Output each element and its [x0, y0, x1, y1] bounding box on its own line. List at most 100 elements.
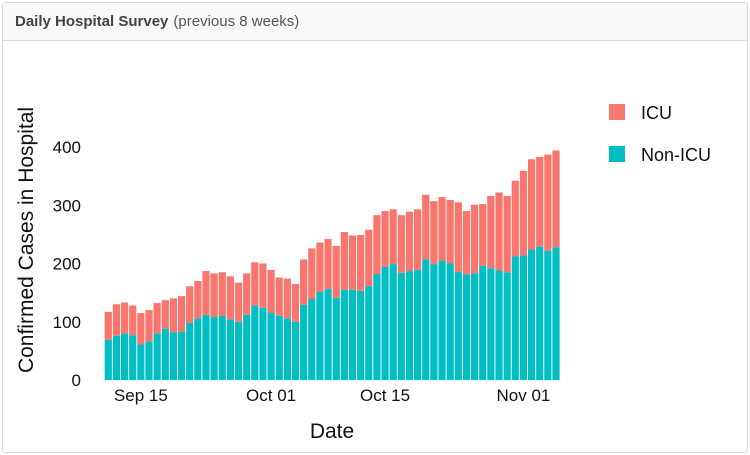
bar-non-icu	[397, 272, 405, 380]
bar-icu	[552, 150, 560, 248]
bar-icu	[308, 248, 316, 300]
bar-icu	[332, 246, 340, 298]
bar-icu	[511, 180, 519, 257]
bar-non-icu	[120, 333, 129, 380]
bar-icu	[495, 192, 503, 271]
bar-non-icu	[544, 250, 552, 380]
bar-icu	[479, 204, 487, 266]
bar-icu	[405, 211, 414, 272]
bar-icu	[381, 211, 389, 267]
bar-icu	[357, 234, 365, 291]
y-tick-label: 0	[72, 371, 81, 390]
bar-non-icu	[218, 315, 226, 380]
bar-non-icu	[243, 314, 251, 380]
bar-non-icu	[202, 314, 210, 380]
y-tick-label: 200	[53, 255, 81, 274]
x-axis-title: Date	[310, 420, 354, 443]
bar-non-icu	[300, 304, 308, 380]
bar-icu	[536, 156, 544, 247]
card-subtitle: (previous 8 weeks)	[173, 13, 300, 30]
bar-icu	[348, 235, 357, 290]
bar-icu	[251, 262, 259, 306]
bar-icu	[324, 239, 332, 290]
bar-non-icu	[186, 322, 194, 380]
y-tick-label: 400	[53, 138, 81, 157]
bar-non-icu	[324, 289, 332, 380]
bar-non-icu	[527, 249, 536, 380]
bar-icu	[267, 269, 275, 313]
bar-non-icu	[259, 307, 267, 380]
x-tick-label: Nov 01	[497, 386, 551, 405]
bar-non-icu	[405, 271, 414, 380]
bar-icu	[194, 280, 202, 319]
bar-non-icu	[210, 317, 218, 380]
bar-icu	[234, 282, 243, 322]
bar-icu	[137, 313, 145, 345]
bar-icu	[503, 195, 511, 273]
bar-non-icu	[471, 273, 479, 380]
bar-non-icu	[511, 256, 519, 380]
legend-swatch-icu	[609, 104, 625, 120]
legend-label: ICU	[641, 103, 672, 123]
bar-icu	[365, 229, 373, 287]
bar-non-icu	[316, 292, 324, 380]
bar-non-icu	[503, 272, 511, 380]
bar-icu	[430, 201, 438, 265]
bar-non-icu	[479, 265, 487, 380]
bar-non-icu	[438, 260, 446, 380]
legend: ICU Non-ICU	[609, 103, 711, 165]
bar-non-icu	[129, 335, 137, 380]
bar-non-icu	[536, 246, 544, 380]
bar-icu	[186, 286, 194, 323]
bar-icu	[153, 303, 161, 334]
bar-icu	[129, 305, 137, 336]
bar-icu	[389, 209, 397, 265]
bar-non-icu	[112, 335, 121, 380]
bar-icu	[519, 170, 528, 256]
bar-non-icu	[137, 344, 145, 380]
bar-icu	[161, 300, 169, 329]
bar-non-icu	[381, 266, 389, 380]
bar-non-icu	[487, 268, 495, 380]
bar-non-icu	[226, 319, 234, 380]
bar-icu	[422, 194, 430, 260]
bar-icu	[112, 304, 121, 336]
bar-non-icu	[267, 312, 275, 380]
x-tick-label: Oct 01	[246, 386, 296, 405]
bar-icu	[373, 215, 381, 274]
legend-swatch-non-icu	[609, 146, 625, 162]
bar-icu	[283, 278, 291, 319]
bar-icu	[487, 195, 495, 269]
bar-icu	[462, 211, 471, 275]
bar-non-icu	[234, 321, 243, 380]
bar-icu	[243, 273, 251, 315]
bar-icu	[438, 197, 446, 261]
bar-icu	[259, 263, 267, 308]
y-axis-title: Confirmed Cases in Hospital	[15, 107, 38, 373]
card-header: Daily Hospital Survey (previous 8 weeks)	[3, 3, 747, 41]
bar-non-icu	[422, 259, 430, 380]
bar-non-icu	[340, 289, 348, 380]
bar-icu	[226, 276, 234, 320]
bar-non-icu	[454, 271, 462, 380]
bar-non-icu	[194, 318, 202, 380]
x-tick-label: Oct 15	[360, 386, 410, 405]
bar-non-icu	[153, 333, 161, 380]
bar-icu	[340, 232, 348, 290]
bar-non-icu	[414, 269, 422, 380]
bar-non-icu	[104, 339, 112, 380]
bar-icu	[300, 259, 308, 305]
bar-icu	[414, 209, 422, 270]
bar-non-icu	[373, 273, 381, 380]
bar-icu	[145, 310, 153, 342]
bar-icu	[454, 202, 462, 272]
bar-non-icu	[332, 297, 340, 380]
y-tick-label: 300	[53, 196, 81, 215]
bar-icu	[177, 296, 186, 332]
y-tick-label: 100	[53, 313, 81, 332]
bar-non-icu	[291, 321, 300, 380]
bar-icu	[218, 272, 226, 316]
bar-icu	[527, 159, 536, 250]
bar-non-icu	[177, 331, 186, 380]
